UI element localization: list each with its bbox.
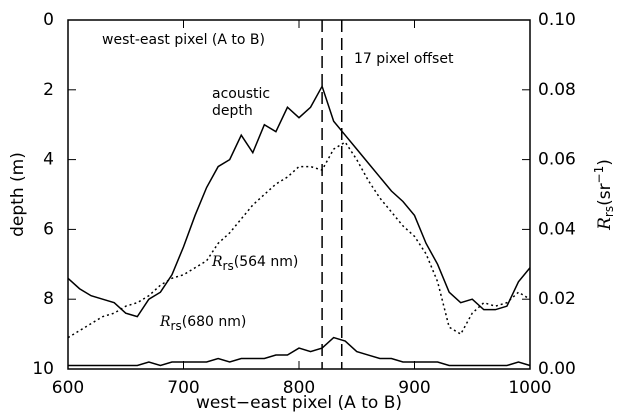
label-part: (680 nm): [182, 314, 247, 330]
y-tick-label: 0: [43, 10, 54, 30]
label-part: rs: [602, 206, 616, 217]
y-axis-label: depth (m): [8, 152, 28, 237]
y2-tick-label: 0.08: [538, 80, 576, 100]
label-part: (564 nm): [234, 254, 299, 270]
y-tick-label: 10: [32, 359, 54, 379]
label-part: rs: [223, 259, 234, 273]
label-part: −1: [592, 166, 606, 184]
x-tick-label: 800: [283, 378, 315, 398]
x-tick-label: 600: [52, 378, 84, 398]
x-tick-label: 700: [167, 378, 199, 398]
y-tick-label: 6: [43, 219, 54, 239]
y2-tick-label: 0.10: [538, 10, 576, 30]
y-tick-label: 4: [43, 150, 54, 170]
label-part: (sr: [595, 183, 615, 205]
label-part: R: [211, 254, 223, 270]
y-tick-label: 8: [43, 289, 54, 309]
annotation: 17 pixel offset: [354, 51, 454, 67]
x-tick-label: 1000: [508, 378, 551, 398]
x-axis-label: west−east pixel (A to B): [196, 393, 402, 413]
y2-tick-label: 0.06: [538, 150, 576, 170]
series-label: acoustic: [212, 86, 270, 102]
label-part: R: [595, 217, 615, 231]
y2-tick-label: 0.00: [538, 359, 576, 379]
inner-title: west-east pixel (A to B): [102, 32, 265, 48]
series-label: Rrs(680 nm): [159, 314, 246, 333]
series-label: Rrs(564 nm): [211, 254, 298, 273]
y2-axis-label: Rrs(sr−1): [592, 159, 616, 231]
series-line: [67, 84, 531, 318]
label-part: ): [595, 159, 615, 166]
y2-tick-label: 0.04: [538, 219, 576, 239]
label-part: R: [159, 314, 171, 330]
series-line: [68, 336, 531, 367]
label-part: rs: [171, 319, 182, 333]
series-label: depth: [212, 103, 253, 119]
x-tick-label: 900: [398, 378, 430, 398]
y2-tick-label: 0.02: [538, 289, 576, 309]
y-tick-label: 2: [43, 80, 54, 100]
series-line: [67, 141, 531, 339]
